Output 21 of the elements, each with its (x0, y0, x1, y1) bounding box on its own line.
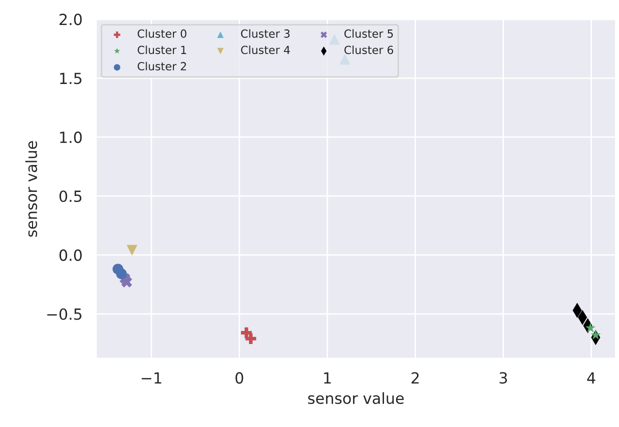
legend-label: Cluster 1 (138, 46, 186, 54)
y-axis-title: sensor value (25, 141, 38, 237)
x-axis-title: sensor value (308, 392, 404, 404)
x-tick-label: 4 (587, 372, 596, 384)
legend-label: Cluster 3 (241, 29, 290, 38)
y-tick-label: 0.0 (59, 249, 82, 261)
x-tick-label: 0 (236, 372, 244, 384)
y-tick-label: 1.0 (60, 132, 82, 144)
x-tick-label: 1 (324, 372, 331, 384)
legend-label: Cluster 5 (344, 29, 393, 38)
x-tick-label: 3 (500, 372, 507, 384)
legend-label: Cluster 0 (138, 29, 186, 38)
y-tick-label: 2.0 (60, 14, 82, 26)
legend-label: Cluster 4 (241, 46, 290, 54)
legend-label: Cluster 6 (344, 46, 394, 54)
legend-label: Cluster 2 (138, 62, 186, 70)
y-tick-label: −0.5 (47, 308, 82, 320)
y-tick-label: 1.5 (60, 72, 82, 84)
x-tick-label: 2 (412, 372, 419, 384)
x-tick-label: −1 (142, 372, 162, 384)
y-tick-label: 0.5 (59, 190, 82, 202)
